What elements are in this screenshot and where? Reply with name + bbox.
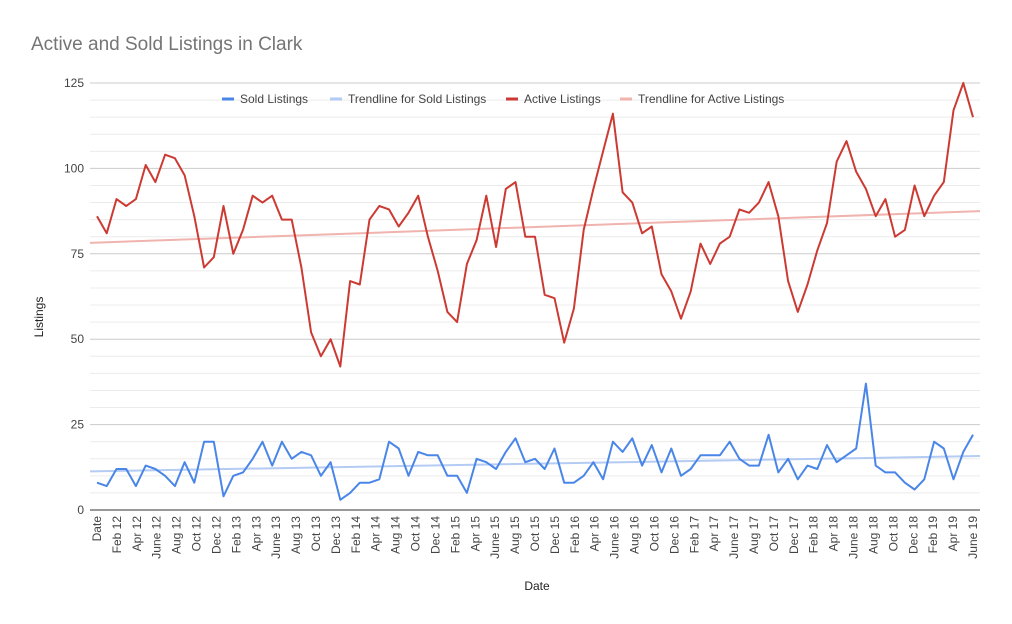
gridlines — [90, 82, 980, 494]
x-tick-label: Apr 15 — [468, 516, 482, 552]
y-axis-ticks: 0 25 50 75 100 125 — [64, 76, 84, 517]
trendline-for-active-listings-line — [89, 210, 981, 244]
x-tick-label: June 17 — [727, 516, 741, 559]
x-tick-label: Aug 14 — [389, 516, 403, 554]
active-listings-line — [96, 82, 974, 368]
x-tick-label: Apr 13 — [249, 516, 263, 552]
x-tick-label: Oct 16 — [647, 516, 661, 552]
x-tick-label: Feb 13 — [229, 516, 243, 554]
y-tick-label: 25 — [71, 418, 85, 432]
x-tick-label: Feb 16 — [568, 516, 582, 554]
trendline-for-sold-listings-line — [89, 455, 981, 473]
x-tick-label: Date — [90, 516, 104, 542]
x-tick-label: Aug 12 — [170, 516, 184, 554]
x-tick-label: Feb 15 — [448, 516, 462, 554]
x-tick-label: Apr 19 — [946, 516, 960, 552]
x-tick-label: Feb 17 — [687, 516, 701, 554]
x-tick-label: Aug 18 — [866, 516, 880, 554]
x-tick-label: Dec 16 — [667, 516, 681, 554]
legend-label-trendline-for-active-listings: Trendline for Active Listings — [638, 92, 784, 106]
x-tick-label: Apr 18 — [827, 516, 841, 552]
y-axis-title: Listings — [32, 297, 46, 338]
y-tick-label: 75 — [71, 247, 85, 261]
x-tick-label: Dec 13 — [329, 516, 343, 554]
x-tick-label: Oct 18 — [886, 516, 900, 552]
legend-label-sold-listings: Sold Listings — [240, 92, 308, 106]
x-tick-label: Dec 15 — [548, 516, 562, 554]
x-tick-label: Aug 17 — [747, 516, 761, 554]
x-tick-label: Feb 14 — [349, 516, 363, 554]
chart-title: Active and Sold Listings in Clark — [31, 34, 303, 55]
x-tick-label: June 18 — [847, 516, 861, 559]
x-tick-label: Dec 18 — [906, 516, 920, 554]
x-tick-label: Apr 16 — [588, 516, 602, 552]
x-tick-label: June 19 — [966, 516, 980, 559]
x-tick-label: Aug 13 — [289, 516, 303, 554]
series-lines — [89, 82, 981, 501]
x-axis-title: Date — [524, 579, 550, 593]
y-tick-label: 125 — [64, 76, 84, 90]
x-tick-label: Feb 12 — [110, 516, 124, 554]
x-tick-label: Feb 19 — [926, 516, 940, 554]
y-tick-label: 50 — [71, 332, 85, 346]
x-tick-label: Aug 15 — [508, 516, 522, 554]
x-tick-label: Oct 15 — [528, 516, 542, 552]
x-tick-label: Apr 17 — [707, 516, 721, 552]
legend-label-active-listings: Active Listings — [524, 92, 601, 106]
x-tick-label: Oct 12 — [190, 516, 204, 552]
x-tick-label: Aug 16 — [628, 516, 642, 554]
legend: Sold Listings Trendline for Sold Listings… — [222, 92, 784, 106]
sold-listings-line — [96, 382, 974, 501]
legend-label-trendline-for-sold-listings: Trendline for Sold Listings — [348, 92, 486, 106]
x-tick-label: Feb 18 — [807, 516, 821, 554]
x-tick-label: Dec 12 — [209, 516, 223, 554]
y-tick-label: 100 — [64, 161, 84, 175]
x-tick-label: June 16 — [608, 516, 622, 559]
x-tick-label: Dec 14 — [428, 516, 442, 554]
x-tick-label: Apr 12 — [130, 516, 144, 552]
x-tick-label: June 13 — [269, 516, 283, 559]
x-tick-label: Oct 14 — [409, 516, 423, 552]
x-axis-ticks: Date Feb 12 Apr 12 June 12 Aug 12 Oct 12 Dec 1… — [90, 516, 980, 559]
y-tick-label: 0 — [77, 503, 84, 517]
x-tick-label: June 15 — [488, 516, 502, 559]
x-tick-label: Apr 14 — [369, 516, 383, 552]
x-tick-label: Oct 17 — [767, 516, 781, 552]
x-tick-label: Dec 17 — [787, 516, 801, 554]
x-tick-label: June 12 — [150, 516, 164, 559]
x-tick-label: Oct 13 — [309, 516, 323, 552]
